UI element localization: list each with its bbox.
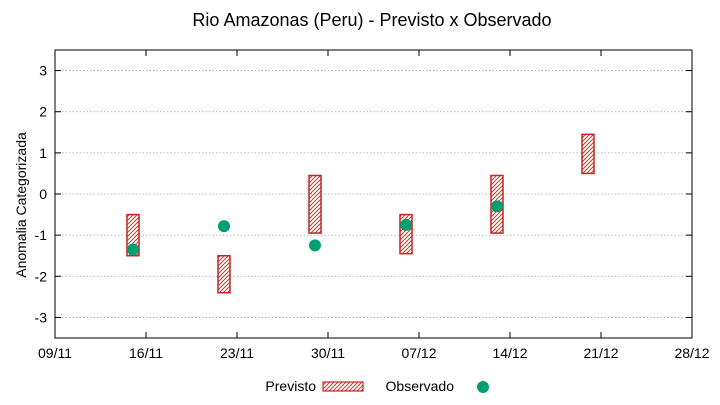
y-tick-label: 0 [39,186,47,202]
x-tick-label: 07/12 [401,345,436,361]
observado-series [127,200,503,256]
x-tick-label: 14/12 [492,345,527,361]
y-tick-label: -1 [35,227,48,243]
legend-label-observado: Observado [386,378,455,394]
observado-point [309,239,321,252]
x-tick-label: 23/11 [220,345,254,361]
x-tick-label: 28/12 [674,345,709,361]
observado-point [491,200,503,213]
previsto-series [126,133,595,294]
tick-labels: -3 -2 -1 0 1 2 3 09/11 16/11 23/11 30/11 07/12 14/12… [35,63,710,361]
previsto-bar [217,254,231,294]
x-tick-label: 30/11 [311,345,345,361]
y-axis-label: Anomalia Categorizada [13,132,29,278]
observado-point [218,220,230,233]
x-tick-label: 21/12 [583,345,618,361]
observado-point [127,243,139,256]
previsto-bar [308,174,322,234]
y-tick-label: 3 [39,63,47,79]
x-tick-label: 09/11 [38,345,72,361]
legend-label-previsto: Previsto [265,378,316,394]
grid-lines [55,70,692,318]
observado-point [400,218,412,231]
legend: Previsto Observado [265,378,489,394]
chart-title: Rio Amazonas (Peru) - Previsto x Observa… [192,10,551,30]
legend-swatch-observado [477,381,489,393]
plot-frame [54,49,693,339]
previsto-bar [581,133,595,175]
y-tick-label: 1 [39,145,47,161]
y-tick-label: -3 [35,309,48,325]
y-tick-label: -2 [35,268,48,284]
legend-swatch-previsto [322,381,364,392]
x-tick-label: 16/11 [129,345,163,361]
axis-ticks [54,50,693,338]
y-tick-label: 2 [39,104,47,120]
